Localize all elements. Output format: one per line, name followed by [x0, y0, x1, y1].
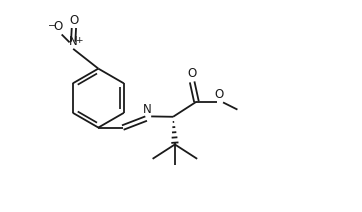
- Text: N: N: [69, 35, 77, 48]
- Text: N: N: [143, 103, 152, 116]
- Text: O: O: [214, 88, 223, 101]
- Text: O: O: [188, 67, 197, 81]
- Text: +: +: [76, 36, 83, 45]
- Text: −: −: [47, 21, 56, 31]
- Text: O: O: [54, 20, 63, 33]
- Text: O: O: [69, 14, 79, 26]
